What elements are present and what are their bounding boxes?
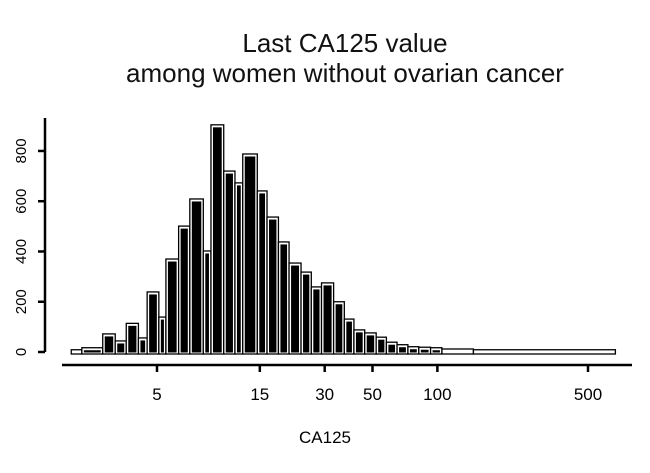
histogram-bar [409, 349, 417, 353]
histogram-bar [236, 185, 241, 353]
y-tick-label: 200 [13, 289, 30, 314]
histogram-bar [140, 340, 146, 353]
histogram-bar [420, 349, 429, 353]
chart-title-line-2: among women without ovarian cancer [126, 58, 564, 88]
histogram-bar [388, 344, 396, 353]
histogram-bar-outline [441, 348, 475, 355]
y-tick-label: 0 [13, 348, 30, 356]
histogram-bar-outline [472, 349, 617, 355]
histogram-bar [355, 332, 363, 353]
histogram-bar [160, 319, 164, 353]
histogram-bar [303, 274, 310, 353]
histogram-bar-outline [70, 349, 83, 355]
chart-title-line-1: Last CA125 value [242, 28, 448, 58]
x-tick-label: 500 [574, 385, 602, 404]
histogram-bar [244, 156, 256, 353]
x-tick-label: 30 [315, 385, 334, 404]
x-axis-label: CA125 [299, 428, 351, 447]
x-tick-label: 100 [423, 385, 451, 404]
histogram-bar [323, 285, 332, 353]
x-tick-label: 50 [363, 385, 382, 404]
histogram-bar [399, 347, 406, 353]
histogram-bar [313, 289, 320, 353]
histogram-bar [378, 339, 385, 353]
histogram-bar [269, 219, 277, 353]
x-tick-label: 5 [152, 385, 161, 404]
histogram-bar [225, 173, 233, 353]
histogram-bar [335, 304, 343, 353]
x-tick-label: 15 [250, 385, 269, 404]
histogram-bar [291, 265, 300, 353]
y-tick-label: 600 [13, 189, 30, 214]
histogram-bar [205, 253, 209, 353]
histogram-bar [117, 343, 125, 353]
histogram-bar [432, 350, 440, 353]
histogram-bar [259, 193, 266, 353]
histogram-bar [191, 201, 202, 353]
histogram-bar [366, 335, 375, 353]
histogram-bar [128, 325, 137, 353]
histogram-bar [104, 336, 114, 353]
y-tick-label: 800 [13, 138, 30, 163]
histogram-bar [280, 244, 288, 353]
histogram-bar [149, 294, 157, 353]
histogram-bar [180, 228, 188, 353]
histogram-bar [212, 127, 222, 353]
histogram-bar [83, 350, 101, 353]
y-tick-label: 400 [13, 239, 30, 264]
histogram-bar [167, 261, 177, 353]
histogram-bar [346, 321, 352, 353]
